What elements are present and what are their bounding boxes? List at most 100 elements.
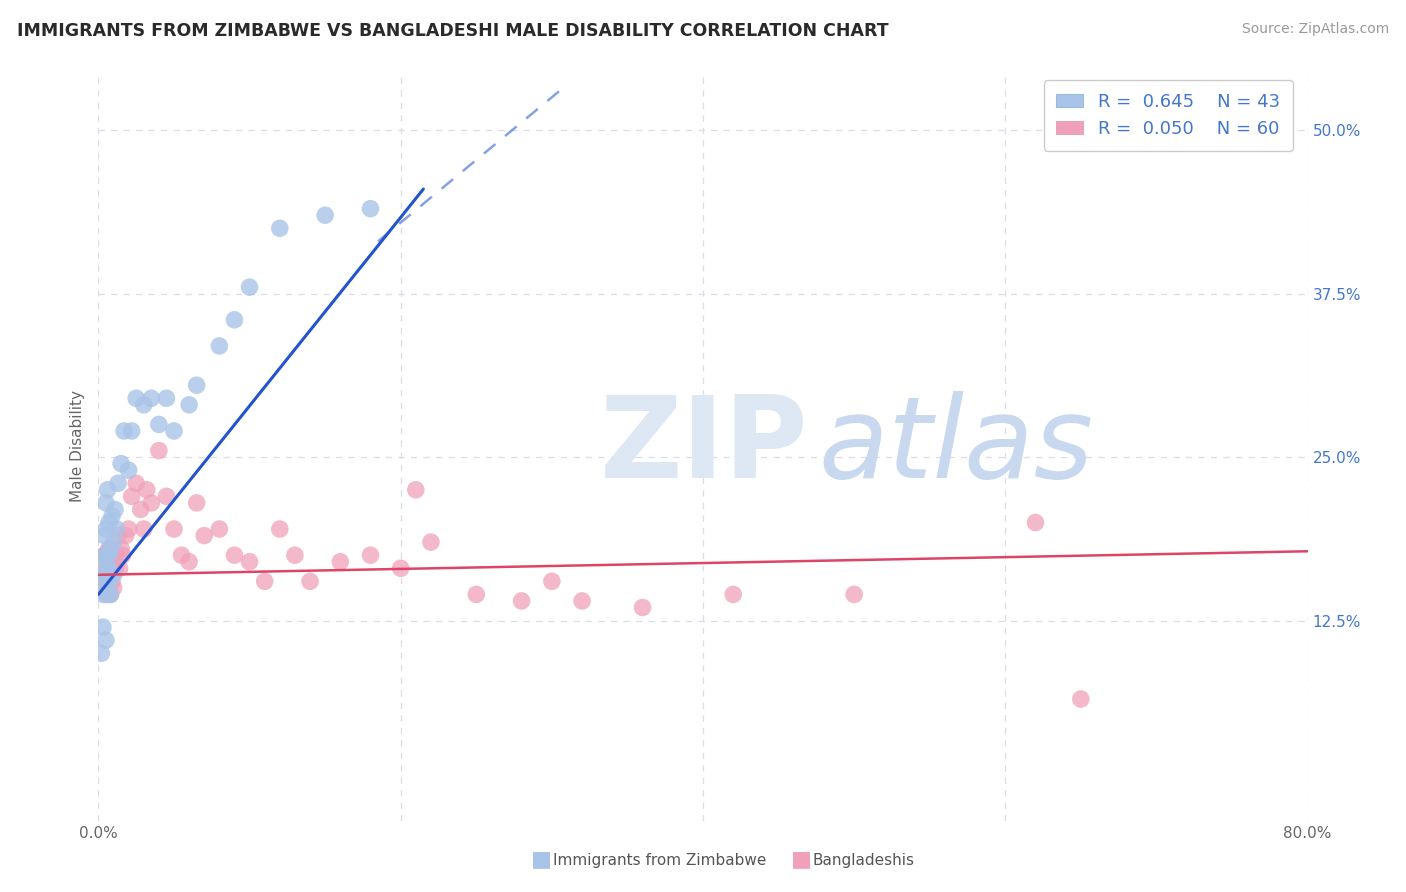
Point	[90, 646, 112, 660]
Point	[141, 496, 163, 510]
Point	[110, 541, 132, 556]
Point	[96, 548, 118, 562]
Point	[170, 548, 193, 562]
Point	[101, 555, 124, 569]
Point	[299, 574, 322, 589]
Point	[94, 587, 117, 601]
Point	[101, 508, 124, 523]
Point	[98, 541, 121, 556]
Point	[631, 600, 654, 615]
Point	[98, 548, 121, 562]
Point	[103, 535, 125, 549]
Point	[132, 522, 155, 536]
Point	[1070, 692, 1092, 706]
Point	[94, 522, 117, 536]
Point	[239, 555, 262, 569]
Point	[93, 567, 115, 582]
Point	[91, 587, 114, 601]
Point	[94, 496, 117, 510]
Point	[96, 561, 118, 575]
Point	[103, 581, 125, 595]
Point	[100, 541, 122, 556]
Point	[103, 548, 125, 562]
Legend: R =  0.645    N = 43, R =  0.050    N = 60: R = 0.645 N = 43, R = 0.050 N = 60	[1043, 80, 1292, 151]
Point	[163, 424, 186, 438]
Point	[465, 587, 488, 601]
Text: ZIP: ZIP	[600, 391, 808, 501]
Point	[510, 594, 533, 608]
Text: ■: ■	[531, 849, 551, 869]
Point	[98, 574, 121, 589]
Point	[179, 398, 201, 412]
Point	[98, 561, 121, 575]
Point	[91, 620, 114, 634]
Point	[94, 555, 117, 569]
Point	[314, 208, 336, 222]
Point	[93, 548, 115, 562]
Point	[101, 574, 124, 589]
Point	[135, 483, 157, 497]
Point	[94, 633, 117, 648]
Point	[186, 378, 208, 392]
Point	[155, 489, 177, 503]
Point	[105, 522, 128, 536]
Point	[104, 561, 127, 575]
Point	[224, 548, 246, 562]
Text: Immigrants from Zimbabwe: Immigrants from Zimbabwe	[553, 854, 766, 868]
Point	[121, 424, 143, 438]
Point	[389, 561, 412, 575]
Text: Bangladeshis: Bangladeshis	[813, 854, 915, 868]
Point	[148, 417, 170, 432]
Point	[100, 587, 122, 601]
Point	[284, 548, 307, 562]
Point	[132, 398, 155, 412]
Point	[269, 221, 291, 235]
Point	[155, 391, 177, 405]
Point	[94, 574, 117, 589]
Point	[163, 522, 186, 536]
Point	[118, 463, 141, 477]
Point	[96, 567, 118, 582]
Point	[405, 483, 427, 497]
Point	[96, 581, 118, 595]
Point	[91, 574, 114, 589]
Point	[100, 561, 122, 575]
Point	[193, 528, 215, 542]
Point	[125, 476, 148, 491]
Text: ■: ■	[792, 849, 811, 869]
Point	[93, 528, 115, 542]
Point	[98, 574, 121, 589]
Point	[103, 567, 125, 582]
Text: Source: ZipAtlas.com: Source: ZipAtlas.com	[1241, 22, 1389, 37]
Y-axis label: Male Disability: Male Disability	[70, 390, 86, 502]
Point	[239, 280, 262, 294]
Point	[253, 574, 276, 589]
Point	[111, 548, 134, 562]
Point	[179, 555, 201, 569]
Text: IMMIGRANTS FROM ZIMBABWE VS BANGLADESHI MALE DISABILITY CORRELATION CHART: IMMIGRANTS FROM ZIMBABWE VS BANGLADESHI …	[17, 22, 889, 40]
Point	[186, 496, 208, 510]
Point	[100, 587, 122, 601]
Point	[125, 391, 148, 405]
Point	[112, 424, 135, 438]
Point	[105, 548, 128, 562]
Point	[96, 483, 118, 497]
Point	[208, 522, 231, 536]
Point	[114, 528, 136, 542]
Point	[94, 561, 117, 575]
Point	[208, 339, 231, 353]
Point	[108, 561, 131, 575]
Point	[107, 476, 129, 491]
Point	[93, 567, 115, 582]
Point	[723, 587, 745, 601]
Point	[118, 522, 141, 536]
Point	[224, 313, 246, 327]
Point	[104, 502, 127, 516]
Point	[98, 516, 121, 530]
Point	[420, 535, 443, 549]
Point	[96, 587, 118, 601]
Point	[844, 587, 866, 601]
Point	[93, 548, 115, 562]
Point	[329, 555, 352, 569]
Point	[540, 574, 562, 589]
